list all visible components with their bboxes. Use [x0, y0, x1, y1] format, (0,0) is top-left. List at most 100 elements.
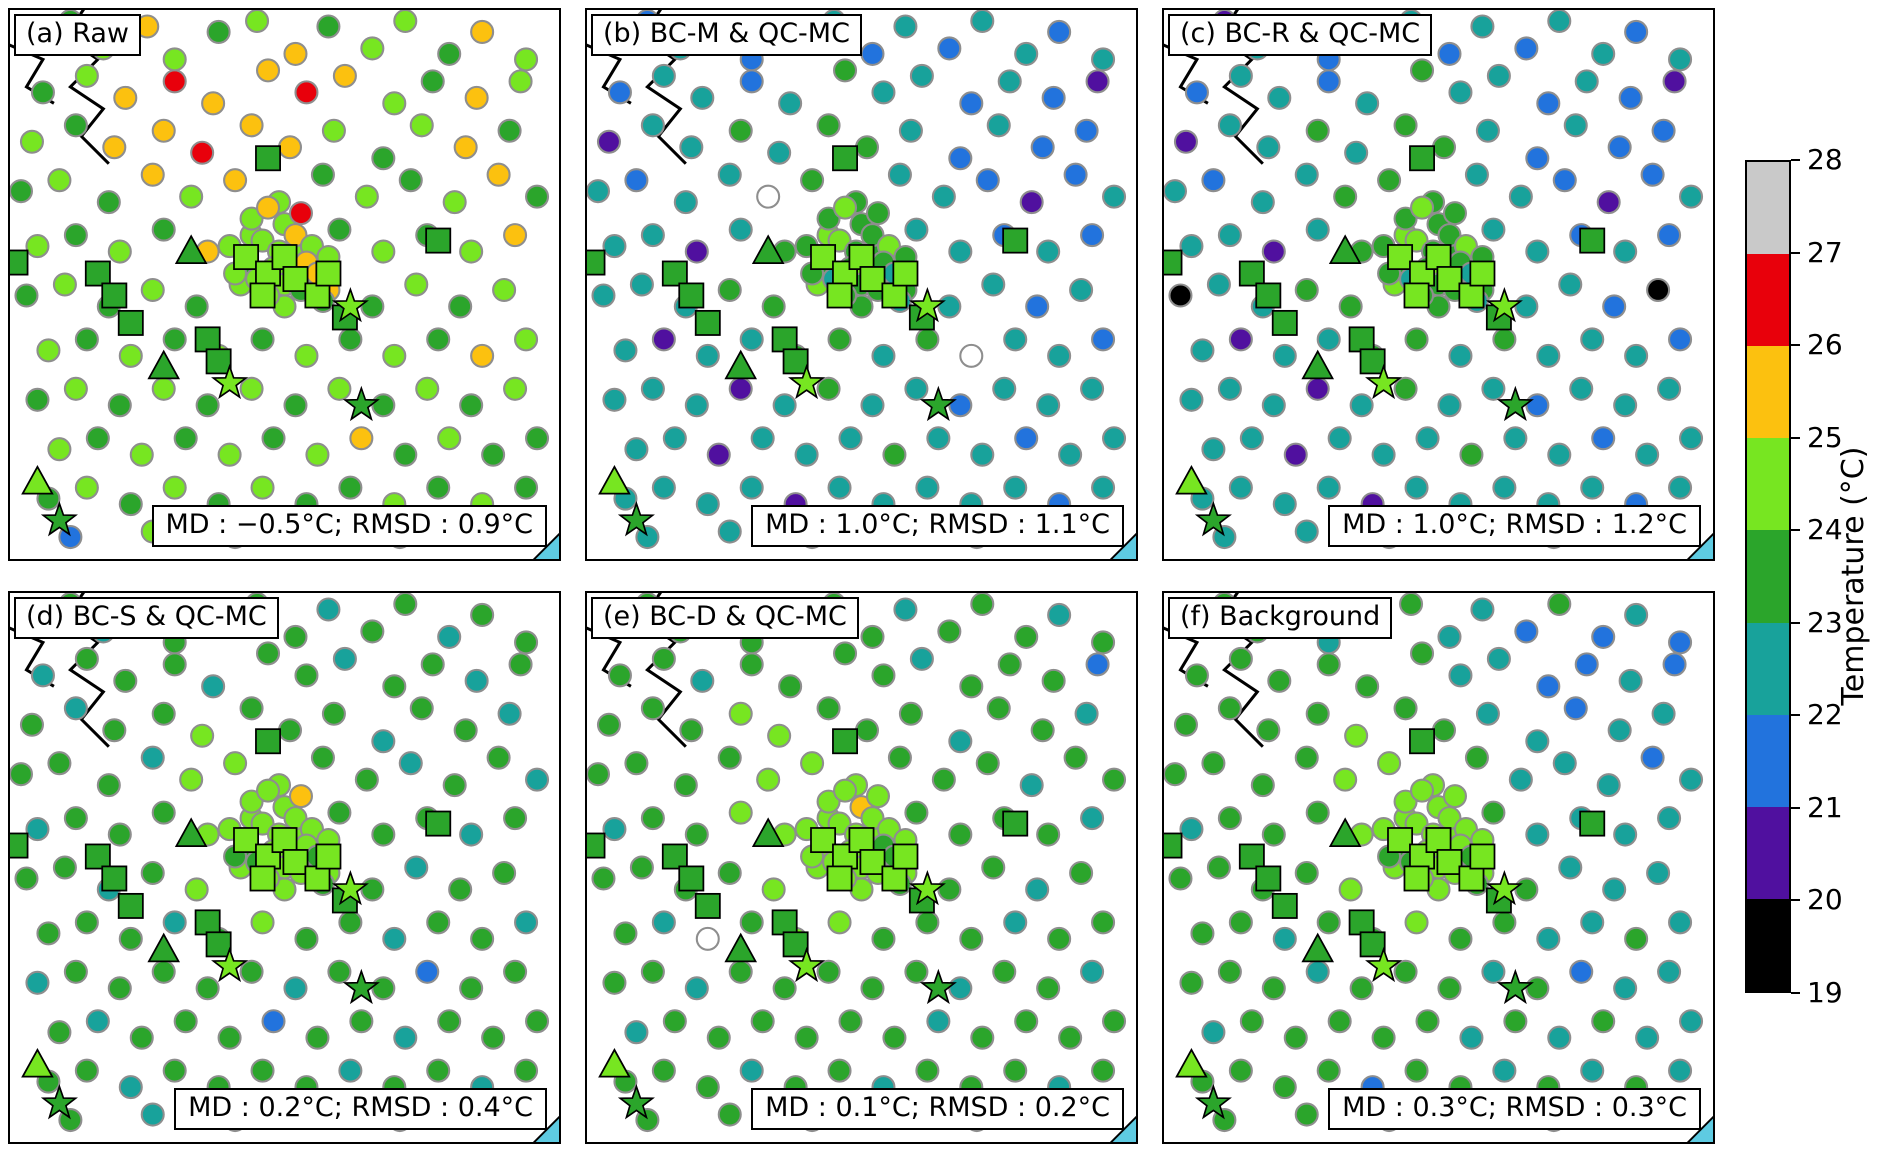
reference-square-marker [694, 309, 721, 336]
station-circle-marker [1404, 910, 1429, 935]
reference-square-marker [1348, 326, 1375, 353]
station-circle-marker [107, 239, 132, 264]
station-circle-marker [1014, 624, 1039, 649]
station-circle-marker [140, 1102, 165, 1127]
station-circle-marker [371, 976, 396, 1001]
station-circle-marker [250, 1058, 275, 1083]
station-circle-marker [162, 910, 187, 935]
station-circle-marker [981, 855, 1006, 880]
station-circle-marker [63, 113, 88, 138]
panel-d-plot [10, 593, 559, 1142]
reference-star-marker [908, 286, 946, 323]
station-circle-marker [871, 663, 896, 688]
station-circle-marker [382, 343, 407, 368]
reference-square-marker [1469, 260, 1496, 287]
station-circle-marker [1613, 976, 1638, 1001]
station-circle-marker [970, 1025, 995, 1050]
station-circle-marker [261, 426, 286, 451]
station-circle-marker [728, 376, 753, 401]
station-circle-marker [190, 723, 215, 748]
station-circle-marker [1014, 426, 1039, 451]
station-circle-marker [1591, 41, 1616, 66]
station-circle-marker [393, 593, 418, 616]
station-circle-marker [14, 866, 39, 891]
station-circle-marker [107, 822, 132, 847]
station-circle-marker [800, 168, 825, 193]
station-circle-marker [283, 393, 308, 418]
colorbar-tick-label: 21 [1807, 790, 1843, 824]
colorbar-tick [1791, 621, 1800, 624]
reference-square-marker [587, 832, 606, 859]
station-circle-marker [360, 619, 385, 644]
station-circle-marker [448, 877, 473, 902]
station-circle-marker [1536, 926, 1561, 951]
station-circle-marker [245, 10, 270, 33]
panel-b: (b) BC-M & QC-MC MD : 1.0°C; RMSD : 1.1°… [585, 8, 1138, 561]
station-circle-marker [393, 1025, 418, 1050]
reference-square-marker [694, 892, 721, 919]
station-circle-marker [1283, 442, 1308, 467]
station-circle-marker [1552, 751, 1577, 776]
station-circle-marker [371, 393, 396, 418]
station-circle-marker [47, 751, 72, 776]
station-circle-marker [1547, 593, 1572, 616]
station-circle-marker [1624, 19, 1649, 44]
station-circle-marker [756, 767, 781, 792]
station-circle-marker [640, 223, 665, 248]
station-circle-marker [19, 129, 44, 154]
station-circle-marker [470, 19, 495, 44]
station-circle-marker [728, 217, 753, 242]
station-circle-marker [1651, 118, 1676, 143]
station-circle-marker [1569, 959, 1594, 984]
station-circle-marker [1514, 877, 1539, 902]
reference-square-marker [832, 145, 858, 172]
reference-square-marker [1238, 843, 1265, 870]
colorbar-tick [1791, 714, 1800, 717]
station-circle-marker [761, 294, 786, 319]
reference-triangle-marker [1301, 932, 1335, 963]
station-circle-marker [1475, 701, 1500, 726]
station-circle-marker [1074, 701, 1099, 726]
station-circle-marker [1437, 976, 1462, 1001]
station-circle-marker [1486, 646, 1511, 671]
station-circle-marker [437, 426, 462, 451]
station-circle-marker [970, 442, 995, 467]
station-circle-marker [321, 118, 346, 143]
station-circle-marker [1283, 1025, 1308, 1050]
station-circle-marker [360, 294, 385, 319]
station-circle-marker [129, 1025, 154, 1050]
reference-triangle-marker [724, 349, 758, 380]
station-circle-marker [140, 162, 165, 187]
station-circle-marker [1393, 959, 1418, 984]
station-circle-marker [453, 718, 478, 743]
station-circle-marker [525, 1009, 550, 1034]
station-circle-marker [316, 597, 341, 622]
station-circle-marker [624, 168, 649, 193]
station-circle-marker [739, 910, 764, 935]
station-circle-marker [1393, 113, 1418, 138]
station-circle-marker [838, 1009, 863, 1034]
reference-square-marker [1579, 810, 1606, 837]
station-circle-marker [321, 701, 346, 726]
station-circle-marker [1206, 855, 1231, 880]
station-circle-marker [651, 327, 676, 352]
station-circle-marker [915, 1058, 940, 1083]
station-circle-marker [948, 729, 973, 754]
reference-square-marker [249, 282, 276, 309]
station-circle-marker [1058, 1025, 1083, 1050]
station-circle-marker [1228, 475, 1253, 500]
station-circle-marker [1574, 652, 1599, 677]
panel-c-plot [1164, 10, 1713, 559]
station-circle-marker [679, 718, 704, 743]
station-circle-marker [640, 113, 665, 138]
station-circle-marker [63, 806, 88, 831]
station-circle-marker [398, 168, 423, 193]
station-circle-marker [695, 926, 720, 951]
station-circle-marker [426, 1058, 451, 1083]
reference-star-marker [1485, 286, 1523, 323]
station-circle-marker [931, 184, 956, 209]
station-circle-marker [1036, 393, 1061, 418]
station-circle-marker [503, 959, 528, 984]
reference-star-marker [1485, 869, 1523, 906]
